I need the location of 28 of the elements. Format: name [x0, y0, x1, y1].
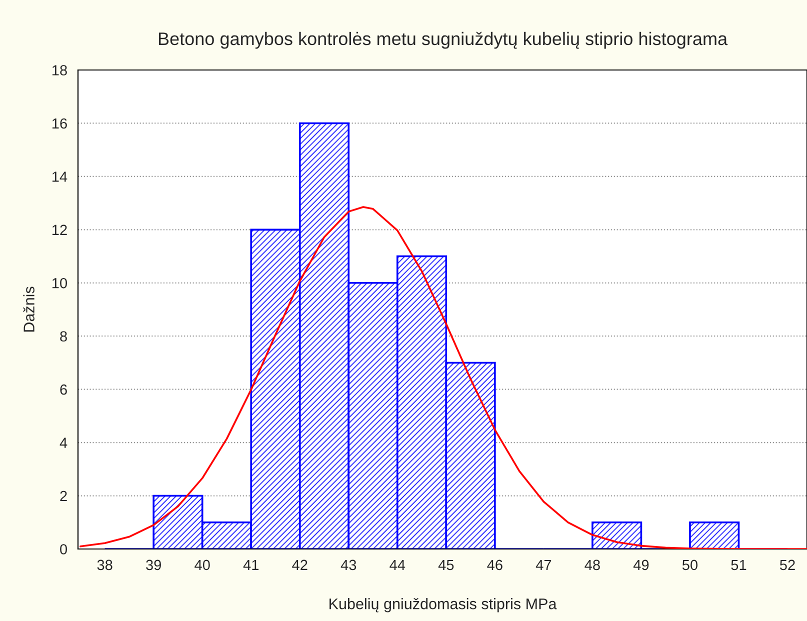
x-tick-label: 44 [390, 560, 406, 570]
y-tick-label: 16 [52, 118, 67, 129]
y-tick-label: 4 [60, 438, 68, 448]
y-tick-label: 12 [52, 224, 67, 235]
x-tick-label: 45 [438, 560, 454, 570]
x-tick-label: 42 [292, 560, 308, 570]
x-tick-label: 50 [682, 560, 698, 570]
y-axis-title: Dažnis [23, 286, 34, 332]
y-tick-label: 18 [52, 65, 67, 76]
y-tick-label: 6 [60, 384, 67, 395]
x-tick-label: 49 [633, 560, 649, 570]
x-tick-label: 43 [340, 560, 356, 570]
x-axis-title: Kubelių gniuždomasis stipris MPa [330, 598, 557, 612]
x-tick-label: 46 [487, 560, 502, 570]
y-tick-label: 2 [60, 490, 67, 502]
y-tick-label: 0 [60, 544, 68, 554]
x-tick-label: 39 [146, 560, 161, 570]
x-tick-label: 51 [731, 560, 746, 570]
y-tick-label: 10 [52, 278, 68, 288]
x-tick-label: 47 [536, 560, 552, 570]
y-tick-label: 8 [60, 331, 67, 342]
x-tick-label: 40 [194, 560, 210, 570]
x-tick-label: 38 [97, 560, 112, 570]
y-tick-label: 14 [52, 172, 68, 182]
chart-title: Betono gamybos kontrolės metu sugniuždytų kubelių stiprio histograma [158, 32, 728, 49]
x-tick-label: 52 [780, 560, 795, 570]
x-tick-label: 41 [243, 560, 259, 570]
x-tick-label: 48 [584, 560, 600, 570]
